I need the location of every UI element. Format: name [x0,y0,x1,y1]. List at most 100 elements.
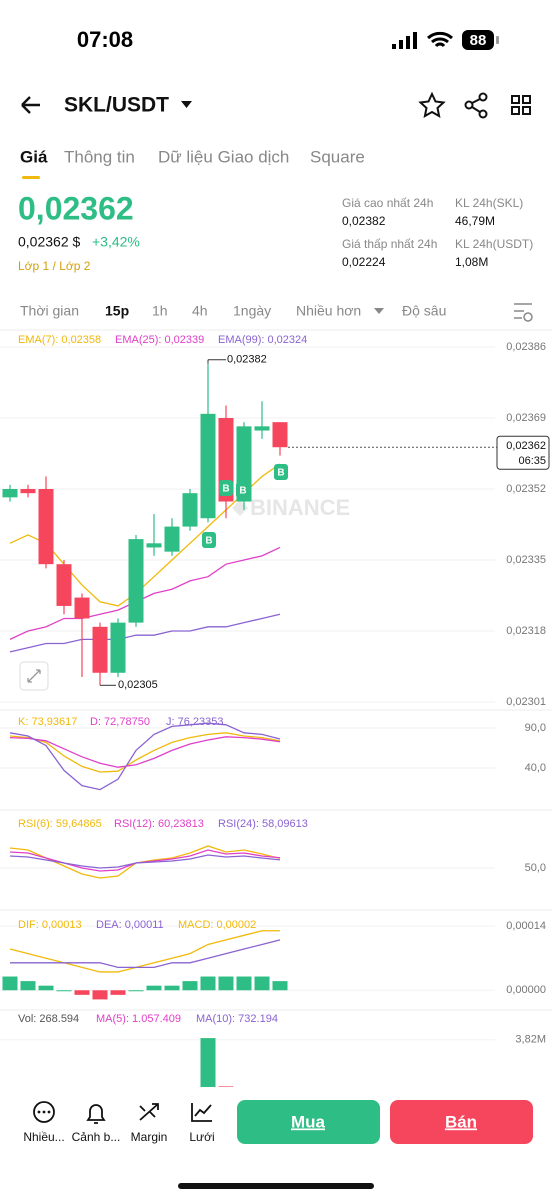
indicator-legend: EMA(7): 0,02358 [18,334,101,346]
interval[interactable]: 4h [192,303,208,319]
clock: 07:08 [77,27,133,52]
y-tick-label: 0,02335 [506,554,546,566]
margin-icon[interactable] [139,1103,159,1121]
macd-bar [182,981,198,991]
y-tick-label: 0,00014 [506,920,546,932]
toolbar-label[interactable]: Lưới [189,1130,214,1144]
alert-icon[interactable] [86,1104,106,1124]
wifi-icon [427,31,453,48]
tab[interactable]: Giá [20,147,48,166]
candle-body [20,489,36,494]
y-tick-label: 50,0 [525,862,546,874]
indicator-legend: DEA: 0,00011 [96,919,164,931]
last-price-tag [496,435,550,470]
grid-bot-icon[interactable] [191,1103,212,1122]
macd-bar [128,990,144,992]
buy-button[interactable] [237,1100,380,1144]
y-tick-label: 0,02386 [506,341,546,353]
macd-bar [74,990,90,995]
volume-bar [200,1038,216,1087]
indicator-line [9,613,281,653]
indicator-legend: K: 73,93617 [18,716,77,728]
candle-body [254,426,270,431]
candle-body [164,526,180,552]
back-button[interactable] [21,96,40,114]
more-icon[interactable] [33,1101,55,1123]
y-tick-label: 3,82M [515,1034,546,1046]
pair-dropdown[interactable] [181,101,192,108]
macd-bar [164,985,180,991]
candle-body [2,489,18,498]
tab[interactable]: Thông tin [64,147,135,166]
candle-body [200,413,216,519]
indicator-legend: DIF: 0,00013 [18,919,82,931]
layer-tags[interactable]: Lớp 1 / Lớp 2 [18,259,91,273]
expand-icon [27,669,41,683]
candle-body [92,626,108,673]
interval[interactable]: 15p [105,303,129,319]
macd-bar [2,976,18,991]
sell-button[interactable] [390,1100,533,1144]
buy-label[interactable]: Mua [291,1112,326,1131]
buy-marker-label: B [222,484,229,495]
y-tick-label: 0,02301 [506,696,546,708]
volume-bar [218,1086,234,1087]
macd-bar [146,985,162,991]
indicator-line [9,736,281,768]
indicator-legend: MA(5): 1.057.409 [96,1013,181,1025]
interval[interactable]: 1h [152,303,168,319]
high-pointer [207,359,226,364]
stat-label: Giá thấp nhất 24h [342,237,437,251]
buy-marker [219,480,233,496]
indicator-legend: J: 76,23353 [166,716,224,728]
stat-value: 1,08M [455,255,488,269]
indicator-line [9,930,280,973]
buy-marker [236,482,250,498]
tab[interactable]: Square [310,147,365,166]
toolbar-label[interactable]: Margin [131,1130,168,1144]
indicator-legend: EMA(99): 0,02324 [218,334,307,346]
indicator-legend: MACD: 0,00002 [178,919,256,931]
favorite-button[interactable] [418,91,446,118]
interval[interactable]: Nhiều hơn [296,303,361,319]
battery-tip [496,36,499,44]
macd-bar [200,976,216,991]
macd-bar [272,981,288,991]
interval[interactable]: Độ sâu [402,303,446,319]
buy-marker-label: B [239,486,246,497]
low-label: 0,02305 [118,679,158,691]
macd-bar [236,976,252,991]
macd-bar [20,981,36,991]
toolbar-label[interactable]: Cảnh b... [72,1130,121,1144]
countdown: 06:35 [518,455,546,467]
stat-label: Giá cao nhất 24h [342,196,433,210]
indicator-legend: RSI(12): 60,23813 [114,818,204,830]
grid-button[interactable] [511,95,531,115]
pair-title[interactable]: SKL/USDT [64,94,169,117]
battery-level: 88 [470,32,487,49]
y-tick-label: 0,02352 [506,483,546,495]
candle-body [272,422,288,448]
tab[interactable]: Dữ liệu Giao dịch [158,147,289,166]
chart-settings[interactable] [514,303,533,322]
interval[interactable]: Thời gian [20,303,79,319]
macd-bar [38,985,54,991]
price-change: +3,42% [92,234,140,250]
indicator-legend: EMA(25): 0,02339 [115,334,204,346]
indicator-line [9,546,281,640]
indicator-legend: D: 72,78750 [90,716,150,728]
candle-body [38,489,54,565]
indicator-line [9,854,281,869]
sell-label[interactable]: Bán [445,1112,477,1131]
macd-bar [110,990,126,995]
interval[interactable]: 1ngày [233,303,271,319]
toolbar-label[interactable]: Nhiều... [23,1130,64,1144]
y-tick-label: 0,02318 [506,625,546,637]
indicator-line [9,463,281,607]
y-tick-label: 90,0 [525,722,546,734]
more-dropdown[interactable] [374,308,384,314]
indicator-line [9,722,281,791]
share-button[interactable] [464,92,488,119]
stat-label: KL 24h(SKL) [455,196,523,210]
